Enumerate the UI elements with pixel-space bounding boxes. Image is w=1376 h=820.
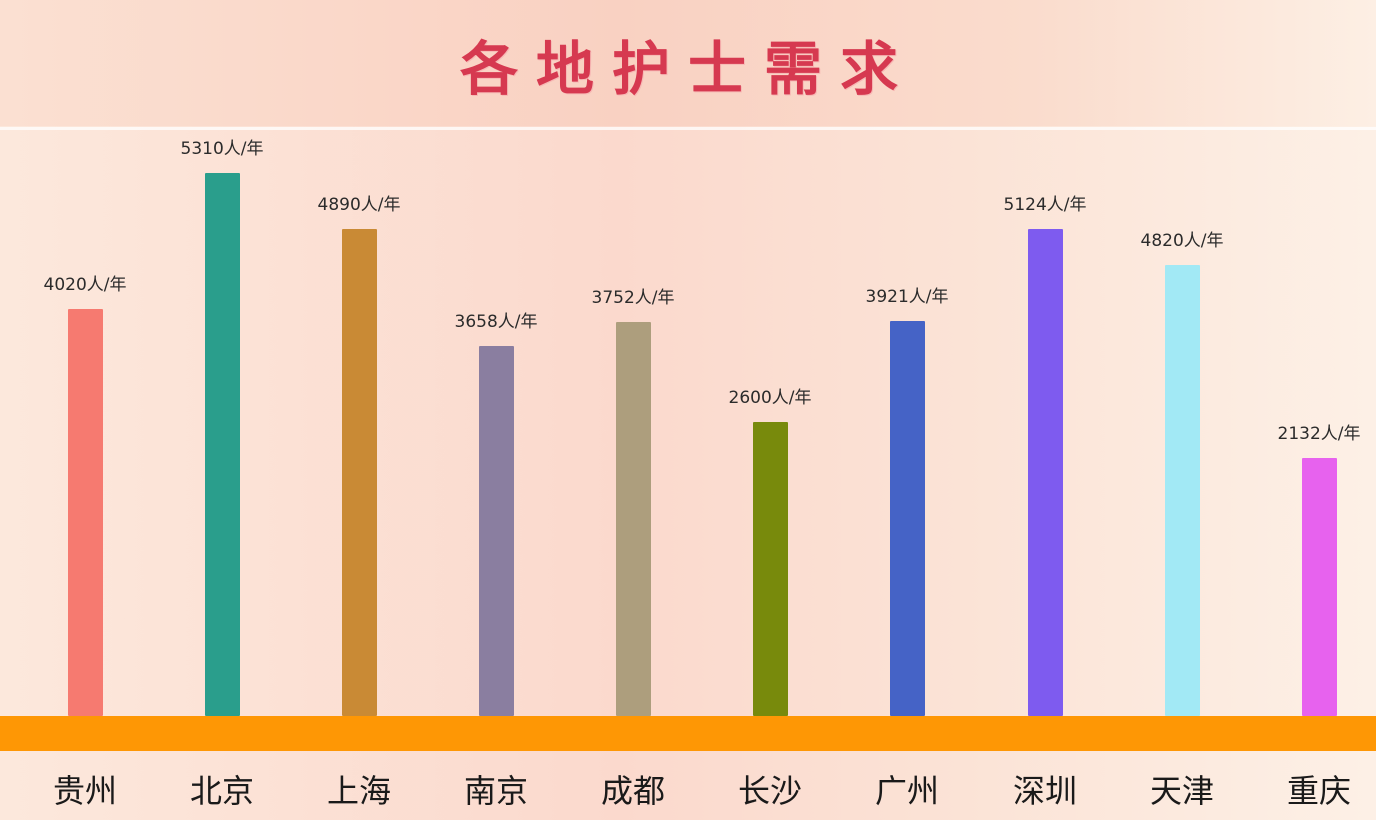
value-label: 4020人/年 xyxy=(43,275,127,295)
bar-7 xyxy=(1028,229,1063,716)
bar-5 xyxy=(753,422,788,716)
value-label: 3752人/年 xyxy=(591,288,675,308)
value-label: 4820人/年 xyxy=(1140,231,1224,251)
bar-3 xyxy=(479,346,514,716)
bar-1 xyxy=(205,173,240,716)
value-label: 2600人/年 xyxy=(728,388,812,408)
bar-2 xyxy=(342,229,377,716)
chart-title: 各地护士需求 xyxy=(459,35,916,103)
value-label: 4890人/年 xyxy=(317,195,401,215)
category-label: 天津 xyxy=(1149,772,1214,810)
category-label: 长沙 xyxy=(737,772,802,810)
bar-9 xyxy=(1302,458,1337,716)
value-label: 5124人/年 xyxy=(1003,195,1087,215)
bar-8 xyxy=(1165,265,1200,716)
value-label: 3658人/年 xyxy=(454,312,538,332)
bar-4 xyxy=(616,322,651,716)
value-label: 5310人/年 xyxy=(180,139,264,159)
category-label: 重庆 xyxy=(1286,772,1351,810)
title-band xyxy=(0,0,1376,126)
category-label: 南京 xyxy=(463,772,528,810)
bar-0 xyxy=(68,309,103,716)
x-axis-band xyxy=(0,716,1376,751)
title-separator xyxy=(0,127,1376,130)
value-label: 2132人/年 xyxy=(1277,424,1361,444)
category-label: 北京 xyxy=(189,772,254,810)
category-label: 成都 xyxy=(600,772,665,810)
value-label: 3921人/年 xyxy=(865,287,949,307)
bar-6 xyxy=(890,321,925,716)
category-label: 上海 xyxy=(326,772,391,810)
category-label: 广州 xyxy=(874,772,939,810)
category-label: 贵州 xyxy=(52,772,117,810)
category-label: 深圳 xyxy=(1012,772,1077,810)
